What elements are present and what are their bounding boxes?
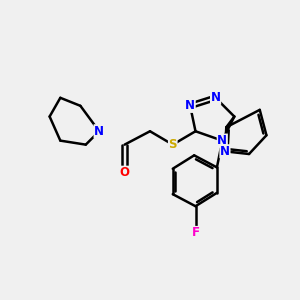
Text: O: O [120, 166, 130, 179]
Text: N: N [217, 134, 227, 147]
Text: N: N [94, 125, 104, 138]
Text: N: N [220, 145, 230, 158]
Text: N: N [211, 91, 220, 104]
Text: F: F [191, 226, 200, 239]
Text: S: S [169, 138, 177, 151]
Text: N: N [185, 99, 195, 112]
